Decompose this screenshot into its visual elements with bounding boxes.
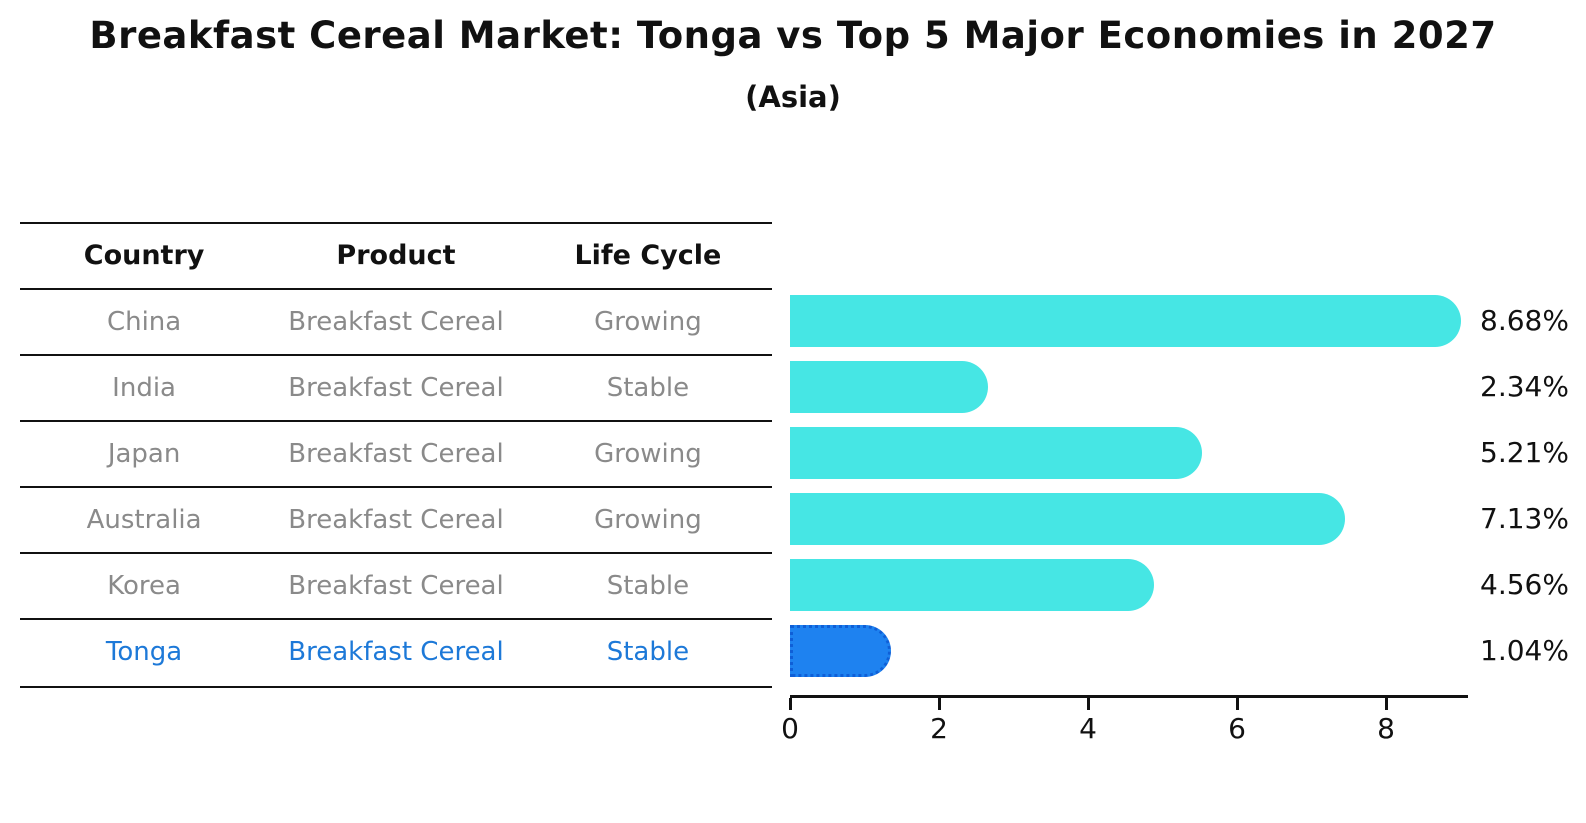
x-axis-line (790, 695, 1468, 698)
bar-row-korea: 4.56% (790, 552, 1586, 618)
tick-mark (789, 698, 792, 710)
value-label-india: 2.34% (1480, 370, 1569, 403)
chart-subtitle: (Asia) (745, 80, 841, 114)
tick-mark (1236, 698, 1239, 710)
lifecycle-cell: Growing (594, 439, 702, 469)
header-country: Country (83, 240, 205, 271)
product-cell: Breakfast Cereal (288, 307, 504, 337)
table-row-india: India Breakfast Cereal Stable (20, 356, 772, 422)
lifecycle-cell: Stable (606, 373, 690, 403)
country-cell: Tonga (105, 637, 183, 667)
value-label-tonga: 1.04% (1480, 634, 1569, 667)
table-row-china: China Breakfast Cereal Growing (20, 290, 772, 356)
lifecycle-cell: Stable (606, 637, 690, 667)
header-product: Product (336, 240, 456, 271)
bar-chart: 8.68% 2.34% 5.21% 7.13% 4.56% 1.04% (790, 288, 1586, 684)
bar-china (790, 295, 1461, 347)
value-label-china: 8.68% (1480, 304, 1569, 337)
bar-japan (790, 427, 1203, 479)
tick-label: 8 (1377, 712, 1395, 745)
lifecycle-cell: Stable (606, 571, 690, 601)
bar-row-china: 8.68% (790, 288, 1586, 354)
product-cell: Breakfast Cereal (288, 637, 504, 667)
country-table: Country Product Life Cycle China Breakfa… (20, 222, 772, 688)
value-label-japan: 5.21% (1480, 436, 1569, 469)
tick-mark (1087, 698, 1090, 710)
bar-row-japan: 5.21% (790, 420, 1586, 486)
tick-label: 0 (781, 712, 799, 745)
country-cell: Korea (107, 571, 181, 601)
country-cell: Australia (86, 505, 202, 535)
bar-row-india: 2.34% (790, 354, 1586, 420)
tick-mark (1385, 698, 1388, 710)
country-cell: China (106, 307, 182, 337)
table-row-australia: Australia Breakfast Cereal Growing (20, 488, 772, 554)
tick-label: 4 (1079, 712, 1097, 745)
header-lifecycle: Life Cycle (574, 240, 722, 271)
bar-korea (790, 559, 1154, 611)
x-axis: 0 2 4 6 8 (781, 695, 1470, 755)
lifecycle-cell: Growing (594, 505, 702, 535)
product-cell: Breakfast Cereal (288, 373, 504, 403)
value-label-australia: 7.13% (1480, 502, 1569, 535)
tick-label: 2 (930, 712, 948, 745)
table-row-japan: Japan Breakfast Cereal Growing (20, 422, 772, 488)
country-cell: Japan (107, 439, 181, 469)
value-label-korea: 4.56% (1480, 568, 1569, 601)
bar-row-tonga: 1.04% (790, 618, 1586, 684)
bar-row-australia: 7.13% (790, 486, 1586, 552)
chart-title: Breakfast Cereal Market: Tonga vs Top 5 … (89, 14, 1497, 57)
country-cell: India (112, 373, 176, 403)
product-cell: Breakfast Cereal (288, 505, 504, 535)
bar-australia (790, 493, 1346, 545)
table-header-row: Country Product Life Cycle (20, 224, 772, 290)
tick-mark (938, 698, 941, 710)
bar-india (790, 361, 989, 413)
product-cell: Breakfast Cereal (288, 439, 504, 469)
lifecycle-cell: Growing (594, 307, 702, 337)
product-cell: Breakfast Cereal (288, 571, 504, 601)
table-row-korea: Korea Breakfast Cereal Stable (20, 554, 772, 620)
tick-label: 6 (1228, 712, 1246, 745)
bar-tonga (790, 625, 892, 677)
table-row-tonga: Tonga Breakfast Cereal Stable (20, 620, 772, 686)
